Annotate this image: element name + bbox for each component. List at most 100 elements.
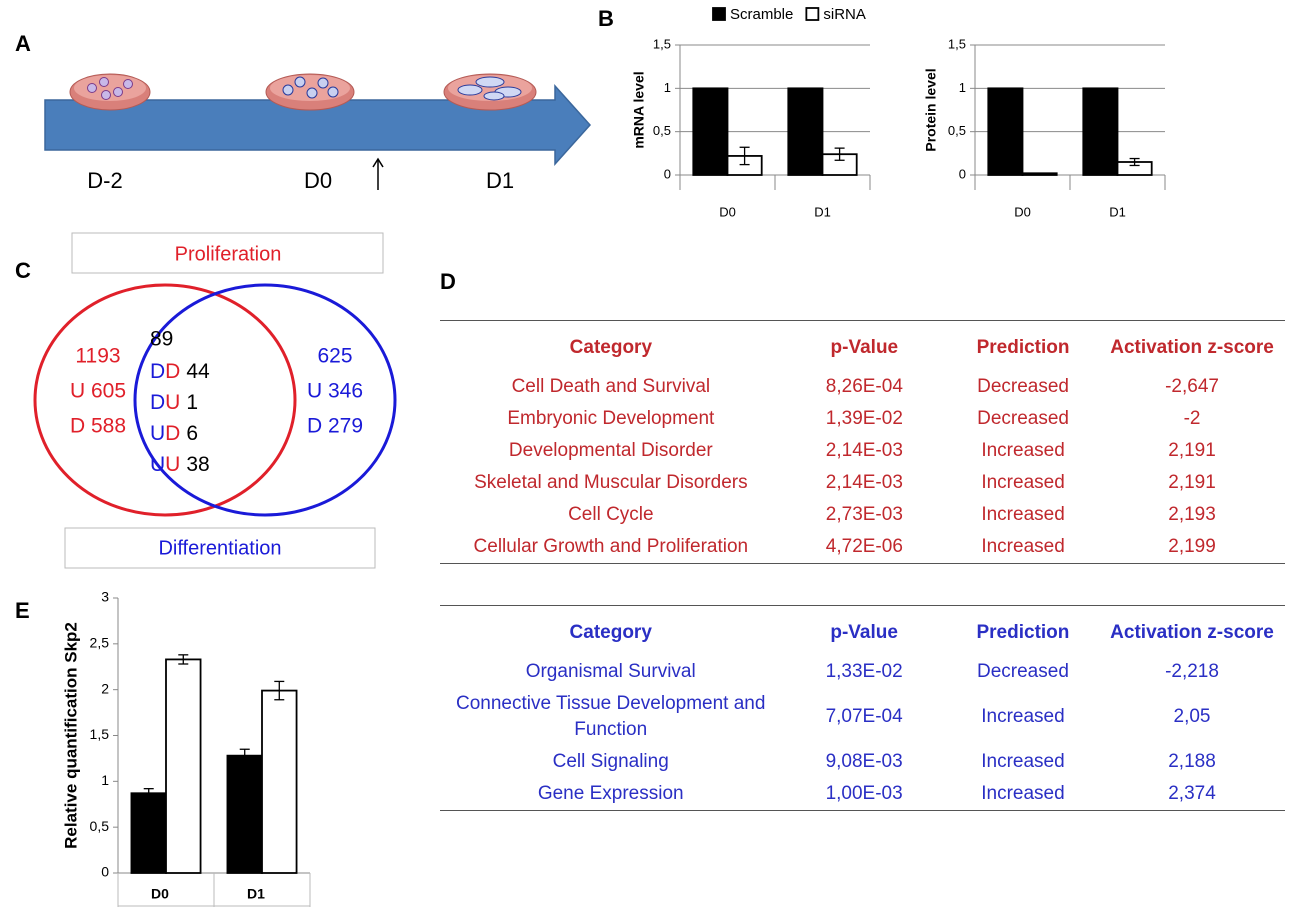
column-header: Category bbox=[570, 620, 652, 646]
table-cell: -2 bbox=[1099, 403, 1285, 435]
table-cell: 2,73E-03 bbox=[782, 499, 947, 531]
cell-text: -2 bbox=[1184, 408, 1201, 429]
cell-text: 2,191 bbox=[1168, 472, 1216, 493]
cell-text: 2,05 bbox=[1174, 706, 1211, 727]
venn-overlap-row: DU1 bbox=[150, 391, 198, 414]
venn-count: D 588 bbox=[70, 415, 126, 438]
table-cell: Decreased bbox=[947, 371, 1099, 403]
y-axis-label: Relative quantification Skp2 bbox=[61, 622, 80, 849]
direction-letter: U bbox=[150, 453, 165, 476]
table-cell: 2,199 bbox=[1099, 531, 1285, 564]
cell-text: 2,199 bbox=[1168, 536, 1216, 557]
table-row: Cell Death and Survival 8,26E-04 Decreased… bbox=[440, 371, 1285, 403]
table-cell: Decreased bbox=[947, 403, 1099, 435]
bar bbox=[262, 691, 297, 873]
table-cell: Increased bbox=[947, 746, 1099, 778]
cell-text: 1,33E-02 bbox=[826, 661, 903, 682]
cell-text: Increased bbox=[981, 783, 1064, 804]
venn-title: Proliferation bbox=[175, 243, 282, 265]
cell-text: Decreased bbox=[977, 408, 1069, 429]
table-cell: Prediction bbox=[947, 606, 1099, 657]
cell-text: 2,193 bbox=[1168, 504, 1216, 525]
cell-text: 2,14E-03 bbox=[826, 440, 903, 461]
table-cell: Increased bbox=[947, 435, 1099, 467]
table-cell: Activation z-score bbox=[1099, 321, 1285, 372]
cell-text: 2,374 bbox=[1168, 783, 1216, 804]
table-cell: Gene Expression bbox=[440, 778, 781, 811]
table-cell: Cell Death and Survival bbox=[440, 371, 782, 403]
y-tick-label: 1,5 bbox=[653, 36, 671, 51]
cell-text: Decreased bbox=[977, 376, 1069, 397]
venn-count: D 279 bbox=[307, 415, 363, 438]
legend-swatch bbox=[713, 8, 725, 20]
culture-dish bbox=[444, 74, 536, 110]
y-tick-label: 1 bbox=[101, 772, 109, 788]
y-axis-label: Protein level bbox=[923, 68, 939, 151]
table-cell: 2,191 bbox=[1099, 435, 1285, 467]
table-cell: Category bbox=[440, 606, 781, 657]
table-cell: 1,33E-02 bbox=[781, 656, 946, 688]
table-cell: 2,14E-03 bbox=[782, 435, 947, 467]
bar bbox=[788, 88, 822, 175]
cell-text: -2,218 bbox=[1165, 661, 1219, 682]
x-tick-label: D0 bbox=[151, 886, 169, 902]
table-cell: Developmental Disorder bbox=[440, 435, 782, 467]
table-row: Skeletal and Muscular Disorders 2,14E-03 I… bbox=[440, 467, 1285, 499]
column-header: Prediction bbox=[977, 337, 1070, 358]
bar bbox=[988, 88, 1022, 175]
pathway-table: Category p-Value Prediction Activation z-sc… bbox=[440, 605, 1285, 811]
bar bbox=[131, 793, 166, 873]
culture-dish bbox=[70, 74, 150, 110]
venn-count: 89 bbox=[150, 328, 173, 351]
panel-label: A bbox=[15, 31, 31, 56]
table-cell: Increased bbox=[947, 467, 1099, 499]
cell-text: Organismal Survival bbox=[526, 659, 696, 685]
timeline-label: D1 bbox=[486, 168, 514, 193]
table-cell: 4,72E-06 bbox=[782, 531, 947, 564]
table-cell: 1,39E-02 bbox=[782, 403, 947, 435]
table-cell: Activation z-score bbox=[1099, 606, 1285, 657]
y-tick-label: 0,5 bbox=[948, 123, 966, 138]
panel-label: D bbox=[440, 269, 456, 294]
table-cell: Decreased bbox=[947, 656, 1099, 688]
timeline-label: D0 bbox=[304, 168, 332, 193]
cell-text: Skeletal and Muscular Disorders bbox=[474, 470, 748, 496]
column-header: p-Value bbox=[831, 337, 899, 358]
venn-overlap-row: DD44 bbox=[150, 360, 210, 383]
cell-text: 7,07E-04 bbox=[826, 706, 903, 727]
table-cell: p-Value bbox=[781, 606, 946, 657]
cell-text: 1,39E-02 bbox=[826, 408, 903, 429]
column-header: Category bbox=[570, 335, 652, 361]
table-cell: 2,188 bbox=[1099, 746, 1285, 778]
y-tick-label: 1 bbox=[959, 80, 966, 95]
table-cell: 2,191 bbox=[1099, 467, 1285, 499]
cell-text: 2,14E-03 bbox=[826, 472, 903, 493]
column-header: Prediction bbox=[976, 622, 1069, 643]
cell-text: 2,191 bbox=[1168, 440, 1216, 461]
cell-text: 9,08E-03 bbox=[826, 751, 903, 772]
cell-text: Embryonic Development bbox=[507, 406, 714, 432]
direction-letter: D bbox=[150, 391, 165, 414]
table-cell: Cellular Growth and Proliferation bbox=[440, 531, 782, 564]
cell-text: 8,26E-04 bbox=[826, 376, 903, 397]
column-header: Activation z-score bbox=[1110, 337, 1274, 358]
y-tick-label: 1,5 bbox=[90, 726, 110, 742]
table-cell: Increased bbox=[947, 531, 1099, 564]
table-row: Developmental Disorder 2,14E-03 Increased 2… bbox=[440, 435, 1285, 467]
table-header: Category p-Value Prediction Activation z-sc… bbox=[440, 606, 1285, 657]
direction-letter: U bbox=[150, 422, 165, 445]
table-cell: 2,193 bbox=[1099, 499, 1285, 531]
table-row: Organismal Survival 1,33E-02 Decreased -2,2… bbox=[440, 656, 1285, 688]
x-tick-label: D0 bbox=[1014, 204, 1031, 219]
cell-text: Gene Expression bbox=[538, 781, 684, 807]
column-header: p-Value bbox=[830, 622, 898, 643]
x-tick-label: D1 bbox=[814, 204, 831, 219]
table-header: Category p-Value Prediction Activation z-sc… bbox=[440, 321, 1285, 372]
cell-text: Increased bbox=[981, 751, 1064, 772]
direction-letter: U bbox=[165, 453, 180, 476]
table-cell: Cell Signaling bbox=[440, 746, 781, 778]
